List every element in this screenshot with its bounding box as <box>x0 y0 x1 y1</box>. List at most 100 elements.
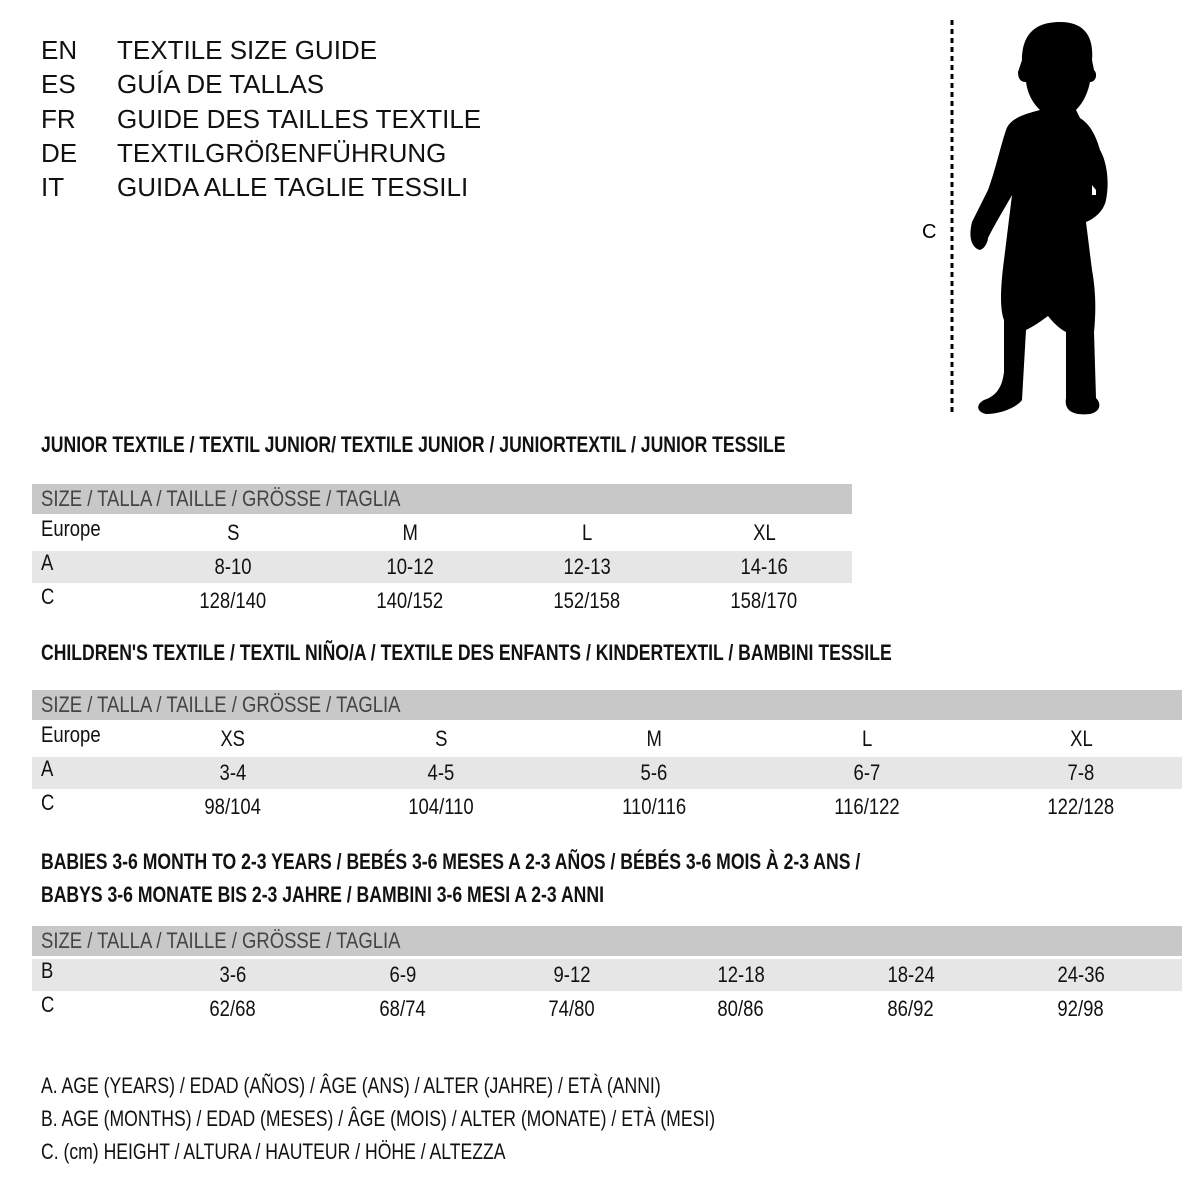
row-label-text: A <box>41 756 54 781</box>
child-silhouette-icon <box>970 22 1108 415</box>
table-cell: 80/86 <box>656 993 826 1025</box>
row-label-text: Europe <box>41 516 101 541</box>
table-cell-text: 24-36 <box>1057 962 1105 987</box>
row-label: Europe <box>41 719 112 751</box>
size-table-header-label: SIZE / TALLA / TAILLE / GRÖSSE / TAGLIA <box>41 689 469 721</box>
table-cell: 122/128 <box>996 791 1166 823</box>
row-label-text: C <box>41 992 55 1017</box>
table-cell-text: L <box>581 520 593 545</box>
table-cell: 10-12 <box>325 551 495 583</box>
row-label: A <box>41 753 56 785</box>
table-row: Europe XS S M L XL <box>32 722 1182 755</box>
row-label: C <box>41 581 57 613</box>
table-cell: 12-13 <box>502 551 672 583</box>
table-cell-text: 152/158 <box>553 588 621 613</box>
language-row: DE TEXTILGRÖßENFÜHRUNG <box>0 138 600 168</box>
section-heading: JUNIOR TEXTILE / TEXTIL JUNIOR/ TEXTILE … <box>41 432 972 458</box>
language-row: FR GUIDE DES TAILLES TEXTILE <box>0 104 600 134</box>
table-cell-text: 14-16 <box>740 554 788 579</box>
table-cell: 7-8 <box>996 757 1166 789</box>
table-cell-text: 4-5 <box>427 760 455 785</box>
table-cell-text: 86/92 <box>887 996 935 1021</box>
language-title: TEXTILGRÖßENFÜHRUNG <box>117 137 447 168</box>
size-table-header: SIZE / TALLA / TAILLE / GRÖSSE / TAGLIA <box>32 926 1182 956</box>
table-cell-text: 80/86 <box>717 996 765 1021</box>
size-table: SIZE / TALLA / TAILLE / GRÖSSE / TAGLIA E… <box>32 690 1182 825</box>
table-cell-text: M <box>402 520 418 545</box>
row-label-text: B <box>41 958 54 983</box>
section-heading-text: BABYS 3-6 MONATE BIS 2-3 JAHRE / BAMBINI… <box>41 882 604 907</box>
table-cell-text: 98/104 <box>204 794 262 819</box>
table-cell: 140/152 <box>325 585 495 617</box>
section-heading-text: JUNIOR TEXTILE / TEXTIL JUNIOR/ TEXTILE … <box>41 432 786 457</box>
table-cell: 68/74 <box>318 993 488 1025</box>
section-heading: CHILDREN'S TEXTILE / TEXTIL NIÑO/A / TEX… <box>41 640 1104 666</box>
size-table-header-label: SIZE / TALLA / TAILLE / GRÖSSE / TAGLIA <box>41 483 469 515</box>
row-label: C <box>41 787 57 819</box>
table-cell: S <box>148 517 318 549</box>
table-cell-text: 3-6 <box>219 962 247 987</box>
table-cell-text: 92/98 <box>1057 996 1105 1021</box>
table-cell-text: 122/128 <box>1047 794 1115 819</box>
legend-line: C. (cm) HEIGHT / ALTURA / HAUTEUR / HÖHE… <box>41 1139 622 1165</box>
size-header-text: SIZE / TALLA / TAILLE / GRÖSSE / TAGLIA <box>41 928 401 953</box>
size-table-header-label: SIZE / TALLA / TAILLE / GRÖSSE / TAGLIA <box>41 925 469 957</box>
table-cell: 5-6 <box>569 757 739 789</box>
table-cell: 74/80 <box>487 993 657 1025</box>
table-cell: S <box>356 723 526 755</box>
table-cell-text: 128/140 <box>199 588 267 613</box>
child-silhouette-figure: C <box>922 20 1108 415</box>
language-title: GUÍA DE TALLAS <box>117 69 325 100</box>
table-cell-text: S <box>434 726 448 751</box>
table-cell: 6-9 <box>318 959 488 991</box>
legend-text: A. AGE (YEARS) / EDAD (AÑOS) / ÂGE (ANS)… <box>41 1073 661 1098</box>
table-row: C 98/104 104/110 110/116 116/122 122/128 <box>32 790 1182 823</box>
language-title: TEXTILE SIZE GUIDE <box>117 35 378 65</box>
legend-line: A. AGE (YEARS) / EDAD (AÑOS) / ÂGE (ANS)… <box>41 1073 816 1099</box>
table-cell: 4-5 <box>356 757 526 789</box>
table-cell: 152/158 <box>502 585 672 617</box>
size-table-header: SIZE / TALLA / TAILLE / GRÖSSE / TAGLIA <box>32 690 1182 720</box>
table-cell-text: 104/110 <box>408 794 474 819</box>
language-row: ES GUÍA DE TALLAS <box>0 69 600 99</box>
table-cell: L <box>502 517 672 549</box>
table-cell-text: XS <box>220 726 246 751</box>
table-row: C 62/68 68/74 74/80 80/86 86/92 92/98 <box>32 992 1182 1025</box>
table-cell: 158/170 <box>679 585 849 617</box>
legend-text: B. AGE (MONTHS) / EDAD (MESES) / ÂGE (MO… <box>41 1106 716 1131</box>
language-row: EN TEXTILE SIZE GUIDE <box>0 35 600 65</box>
size-header-text: SIZE / TALLA / TAILLE / GRÖSSE / TAGLIA <box>41 692 401 717</box>
table-cell-text: 9-12 <box>553 962 591 987</box>
table-cell: 18-24 <box>826 959 996 991</box>
section-heading: BABIES 3-6 MONTH TO 2-3 YEARS / BEBÉS 3-… <box>41 849 1065 875</box>
table-cell: 3-6 <box>148 959 318 991</box>
table-cell-text: XL <box>752 520 776 545</box>
table-cell: 86/92 <box>826 993 996 1025</box>
table-cell: 14-16 <box>679 551 849 583</box>
table-cell: 8-10 <box>148 551 318 583</box>
table-cell-text: 12-18 <box>717 962 765 987</box>
table-cell: M <box>325 517 495 549</box>
row-label-text: C <box>41 584 55 609</box>
table-cell-text: 74/80 <box>548 996 596 1021</box>
table-cell: L <box>782 723 952 755</box>
row-label: B <box>41 955 56 987</box>
table-cell-text: 7-8 <box>1067 760 1095 785</box>
language-title: GUIDE DES TAILLES TEXTILE <box>117 103 482 134</box>
table-cell-text: 18-24 <box>887 962 935 987</box>
table-row: A 8-10 10-12 12-13 14-16 <box>32 550 852 583</box>
table-row: C 128/140 140/152 152/158 158/170 <box>32 584 852 617</box>
table-cell-text: M <box>646 726 662 751</box>
table-cell: 92/98 <box>996 993 1166 1025</box>
table-cell: 110/116 <box>569 791 739 823</box>
size-header-text: SIZE / TALLA / TAILLE / GRÖSSE / TAGLIA <box>41 486 401 511</box>
table-cell: 24-36 <box>996 959 1166 991</box>
table-cell-text: 140/152 <box>376 588 444 613</box>
table-row: A 3-4 4-5 5-6 6-7 7-8 <box>32 756 1182 789</box>
table-cell: 3-4 <box>148 757 318 789</box>
row-label: C <box>41 989 57 1021</box>
table-cell: 9-12 <box>487 959 657 991</box>
table-cell: XL <box>679 517 849 549</box>
table-cell: 6-7 <box>782 757 952 789</box>
